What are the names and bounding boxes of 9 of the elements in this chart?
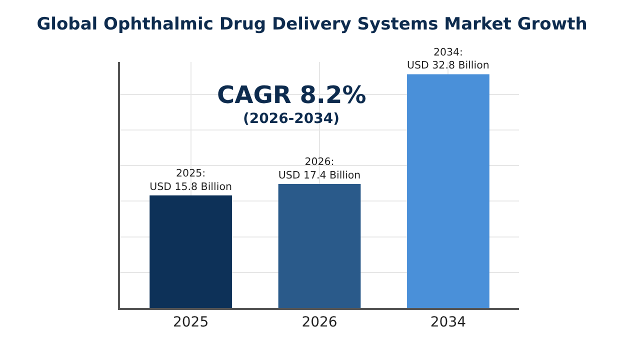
data-label: 2025: USD 15.8 Billion bbox=[150, 168, 232, 193]
data-label: 2034: USD 32.8 Billion bbox=[407, 46, 490, 72]
x-tick-label: 2025 bbox=[172, 314, 209, 331]
chart-title: Global Ophthalmic Drug Delivery Systems Market Growth bbox=[36, 14, 588, 34]
x-tick-label: 2026 bbox=[302, 314, 338, 331]
annotation: (2026-2034) bbox=[243, 111, 340, 127]
data-label: 2026: USD 17.4 Billion bbox=[278, 156, 361, 182]
x-tick-label: 2034 bbox=[430, 314, 466, 331]
annotation: CAGR 8.2% bbox=[217, 81, 366, 109]
